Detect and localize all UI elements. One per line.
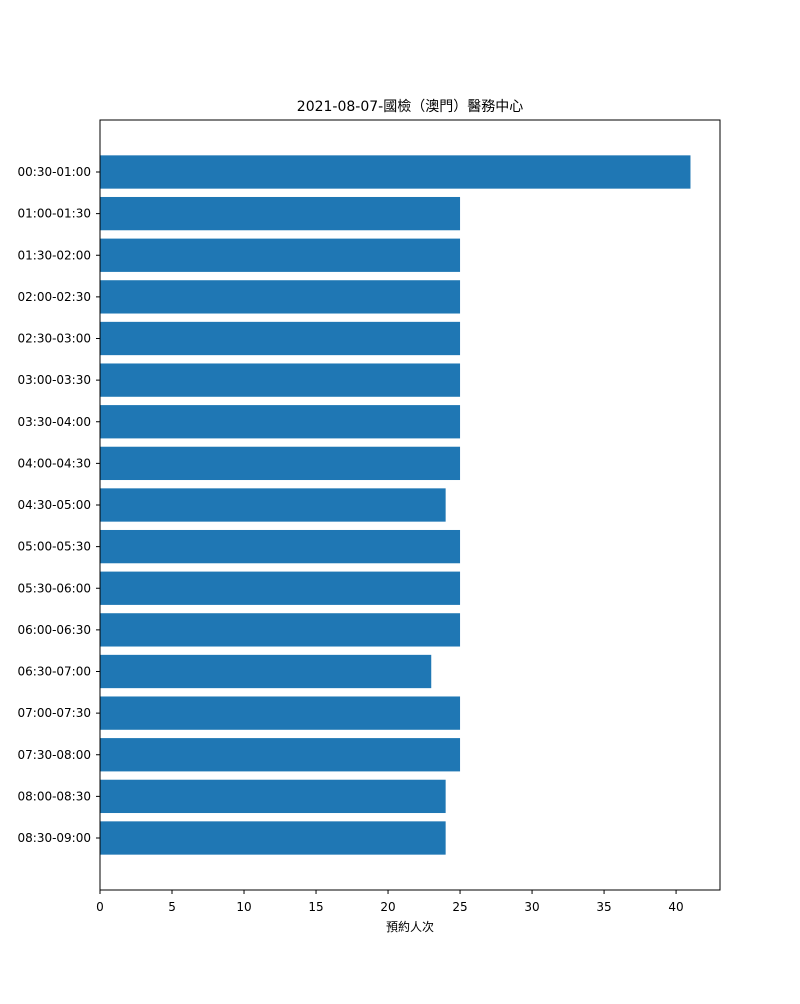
bars-group xyxy=(100,155,691,855)
bar-03:00-03:30 xyxy=(100,363,461,397)
y-tick-label: 03:00-03:30 xyxy=(18,373,92,387)
x-tick-label: 40 xyxy=(668,900,683,914)
y-tick-label: 06:00-06:30 xyxy=(18,623,92,637)
y-tick-label: 01:00-01:30 xyxy=(18,207,92,221)
y-tick-label: 08:00-08:30 xyxy=(18,789,92,803)
y-tick-label: 03:30-04:00 xyxy=(18,415,92,429)
bar-04:00-04:30 xyxy=(100,446,461,481)
x-tick-label: 35 xyxy=(596,900,611,914)
y-tick-label: 05:00-05:30 xyxy=(18,540,92,554)
x-tick-label: 30 xyxy=(524,900,539,914)
bar-08:00-08:30 xyxy=(100,779,446,814)
y-axis-ticks: 00:30-01:00 01:00-01:30 01:30-02:00 02:00-0… xyxy=(18,165,100,845)
x-tick-label: 15 xyxy=(308,900,323,914)
plot-frame xyxy=(99,119,721,891)
x-tick-label: 25 xyxy=(452,900,467,914)
y-tick-label: 07:00-07:30 xyxy=(18,706,92,720)
y-tick-label: 05:30-06:00 xyxy=(18,581,92,595)
bar-02:30-03:00 xyxy=(100,321,461,356)
bar-06:30-07:00 xyxy=(100,654,432,689)
y-tick-label: 06:30-07:00 xyxy=(18,665,92,679)
bar-05:30-06:00 xyxy=(100,571,461,605)
y-tick-label: 04:30-05:00 xyxy=(18,498,92,512)
bar-04:30-05:00 xyxy=(100,488,446,522)
bar-05:00-05:30 xyxy=(100,529,461,564)
bar-03:30-04:00 xyxy=(100,405,461,439)
bar-06:00-06:30 xyxy=(100,613,461,647)
y-tick-label: 04:00-04:30 xyxy=(18,456,92,470)
x-tick-label: 10 xyxy=(236,900,251,914)
y-tick-label: 02:30-03:00 xyxy=(18,332,92,346)
y-tick-label: 00:30-01:00 xyxy=(18,165,92,179)
bar-08:30-09:00 xyxy=(100,821,446,855)
bar-07:00-07:30 xyxy=(100,696,461,730)
bar-02:00-02:30 xyxy=(100,280,461,314)
x-tick-label: 5 xyxy=(168,900,176,914)
y-tick-label: 02:00-02:30 xyxy=(18,290,92,304)
x-tick-label: 0 xyxy=(96,900,104,914)
x-axis-ticks: 0 5 10 15 20 25 30 35 40 xyxy=(96,890,684,914)
chart-title: 2021-08-07-國檢（澳門）醫務中心 xyxy=(297,98,523,115)
bar-01:30-02:00 xyxy=(100,238,461,272)
y-tick-label: 08:30-09:00 xyxy=(18,831,92,845)
bar-00:30-01:00 xyxy=(100,155,691,189)
y-tick-label: 07:30-08:00 xyxy=(18,748,92,762)
x-tick-label: 20 xyxy=(380,900,395,914)
y-tick-label: 01:30-02:00 xyxy=(18,248,92,262)
x-axis-label: 預約人次 xyxy=(386,919,434,934)
bar-01:00-01:30 xyxy=(100,196,461,231)
bar-07:30-08:00 xyxy=(100,738,461,772)
